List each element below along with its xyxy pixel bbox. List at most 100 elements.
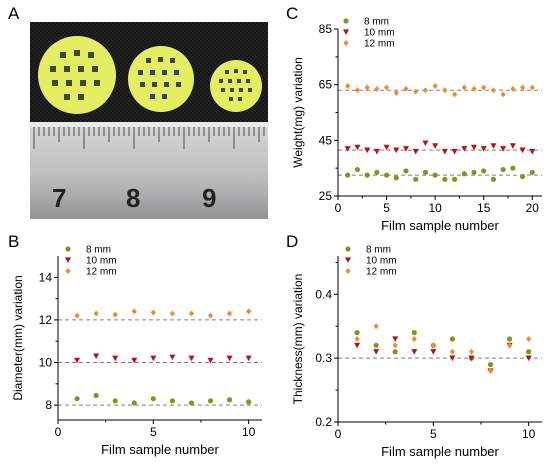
legend-label: 8 mm [366, 245, 391, 256]
x-axis-label: Film sample number [101, 442, 219, 457]
film-disc-large [38, 36, 116, 114]
data-point [150, 309, 156, 316]
x-axis-label: Film sample number [381, 444, 499, 459]
data-point [112, 311, 118, 318]
data-point [487, 361, 494, 368]
data-point [471, 144, 477, 151]
data-point [364, 147, 371, 154]
data-point [471, 85, 477, 92]
x-tick-label: 0 [335, 427, 342, 441]
data-point [500, 166, 506, 173]
y-tick-label: 85 [319, 22, 333, 36]
data-point [93, 392, 99, 399]
data-point [403, 146, 409, 152]
data-point [354, 330, 360, 336]
data-point [468, 355, 475, 362]
data-point [226, 355, 233, 362]
data-point [207, 312, 214, 319]
data-point [246, 399, 252, 405]
data-point [430, 342, 436, 349]
y-tick-label: 25 [319, 189, 333, 203]
data-point [490, 143, 497, 149]
data-point [481, 84, 487, 91]
data-point [345, 172, 351, 178]
data-point [442, 87, 448, 94]
data-point [487, 367, 494, 374]
data-point [411, 330, 417, 336]
data-point [373, 349, 380, 355]
data-point [432, 172, 438, 178]
data-point [529, 84, 535, 91]
y-tick-label: 10 [39, 355, 53, 369]
legend-marker [65, 246, 71, 252]
data-point [383, 84, 390, 91]
x-tick-label: 5 [383, 201, 390, 215]
data-point [373, 323, 379, 330]
data-point [449, 355, 456, 362]
data-point [490, 87, 497, 94]
data-point [412, 148, 419, 155]
x-axis-label: Film sample number [381, 218, 499, 233]
ruler-number-7: 7 [52, 183, 66, 213]
data-point [529, 169, 535, 175]
data-point [74, 396, 80, 402]
data-point [354, 87, 361, 94]
y-axis-label: Weight(mg) variation [291, 57, 305, 167]
data-point [500, 91, 506, 98]
y-tick-label: 0.3 [315, 351, 332, 365]
data-point [207, 398, 214, 404]
data-point [411, 349, 418, 355]
data-point [481, 168, 487, 174]
data-point [392, 342, 398, 349]
legend-label: 10 mm [366, 256, 397, 267]
data-point [526, 336, 532, 342]
data-point [131, 400, 137, 406]
data-point [74, 312, 80, 319]
x-tick-label: 0 [55, 425, 62, 439]
data-point [451, 148, 458, 155]
y-tick-label: 45 [319, 133, 333, 147]
data-point [449, 336, 455, 342]
data-point [226, 310, 233, 317]
panel-letter-d: D [286, 232, 299, 251]
data-point [354, 166, 361, 173]
data-point [525, 355, 532, 362]
thickness-chart: 0 5 10 0.2 0.3 0.4 Film sample number Thickness… [291, 245, 542, 459]
data-point [373, 148, 380, 155]
legend-label: 12 mm [86, 267, 117, 278]
data-point [393, 147, 400, 154]
data-point [188, 310, 195, 317]
data-point [509, 143, 516, 149]
data-point [150, 396, 156, 402]
panel-letter-c: C [286, 4, 299, 23]
legend-label: 12 mm [364, 39, 395, 50]
data-point [422, 87, 429, 94]
film-disc-medium [128, 46, 194, 112]
data-point [430, 349, 437, 355]
data-point [422, 140, 429, 147]
film-photo: 7 8 9 [30, 22, 268, 219]
legend-marker [343, 40, 349, 46]
data-point [188, 355, 195, 362]
data-point [354, 336, 360, 342]
data-point [131, 308, 137, 315]
legend-marker [345, 246, 351, 252]
data-point [441, 148, 448, 155]
legend-marker [345, 268, 351, 274]
data-point [451, 176, 458, 182]
data-point [432, 83, 438, 90]
data-point [510, 85, 516, 92]
y-tick-label: 14 [39, 270, 53, 284]
data-point [393, 90, 399, 97]
data-point [392, 349, 398, 355]
data-point [526, 349, 532, 355]
data-point [442, 176, 448, 182]
diameter-chart: 0 5 10 8 10 12 14 Film sample number Diameter(mm… [11, 245, 262, 457]
y-tick-label: 65 [319, 78, 333, 92]
data-point [422, 169, 429, 175]
data-point [480, 146, 487, 152]
data-point [354, 342, 361, 349]
ruler [30, 122, 268, 219]
data-point [169, 354, 176, 361]
data-point [529, 148, 536, 155]
